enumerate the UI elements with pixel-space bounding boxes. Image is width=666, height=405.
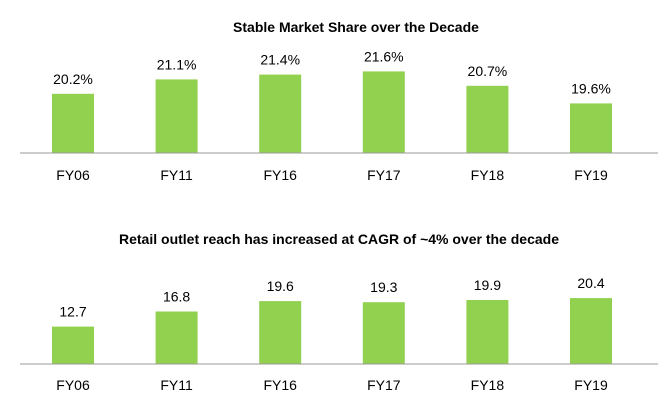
retail-outlet-bar-fy18 (466, 300, 509, 364)
retail-outlet-bar-fy17 (362, 302, 405, 364)
market-share-tick-label-fy11: FY11 (160, 167, 193, 183)
retail-outlet-tick-label-fy06: FY06 (56, 377, 90, 393)
market-share-bar-fy18 (466, 85, 509, 153)
market-share-bar-fy16 (259, 74, 302, 153)
market-share-data-label-fy17: 21.6% (364, 48, 404, 64)
market-share-tick-label-fy19: FY19 (574, 167, 608, 183)
market-share-bar-fy19 (570, 103, 612, 153)
market-share-data-label-fy19: 19.6% (571, 80, 611, 96)
retail-outlet-data-label-fy17: 19.3 (370, 279, 397, 295)
retail-outlet-data-label-fy11: 16.8 (163, 289, 190, 305)
retail-outlet-bar-fy11 (155, 311, 198, 364)
market-share-bar-fy11 (155, 79, 198, 153)
market-share-tick-label-fy17: FY17 (367, 167, 401, 183)
market-share-bar-fy06 (52, 93, 94, 153)
market-share-chart-title: Stable Market Share over the Decade (233, 19, 479, 35)
retail-outlet-tick-label-fy11: FY11 (160, 377, 193, 393)
market-share-data-label-fy11: 21.1% (157, 56, 197, 72)
retail-outlet-bar-fy19 (570, 298, 612, 364)
retail-outlet-data-label-fy19: 20.4 (577, 275, 604, 291)
retail-outlet-tick-label-fy16: FY16 (263, 377, 297, 393)
market-share-tick-label-fy16: FY16 (263, 167, 297, 183)
retail-outlet-tick-label-fy18: FY18 (471, 377, 505, 393)
market-share-data-label-fy16: 21.4% (260, 52, 300, 68)
retail-outlet-bar-fy16 (259, 301, 302, 364)
retail-outlet-tick-label-fy17: FY17 (367, 377, 401, 393)
retail-outlet-chart-title: Retail outlet reach has increased at CAG… (119, 231, 559, 247)
retail-outlet-chart: Retail outlet reach has increased at CAG… (20, 231, 658, 393)
market-share-data-label-fy06: 20.2% (53, 71, 93, 87)
retail-outlet-data-label-fy16: 19.6 (267, 278, 294, 294)
market-share-bar-fy17 (362, 71, 405, 153)
retail-outlet-data-label-fy18: 19.9 (474, 277, 501, 293)
retail-outlet-data-label-fy06: 12.7 (59, 304, 86, 320)
market-share-chart: Stable Market Share over the Decade 20.2… (20, 19, 658, 183)
retail-outlet-tick-label-fy19: FY19 (574, 377, 608, 393)
market-share-tick-label-fy18: FY18 (471, 167, 505, 183)
market-share-data-label-fy18: 20.7% (468, 63, 508, 79)
market-share-tick-label-fy06: FY06 (56, 167, 90, 183)
retail-outlet-bar-fy06 (52, 326, 94, 364)
